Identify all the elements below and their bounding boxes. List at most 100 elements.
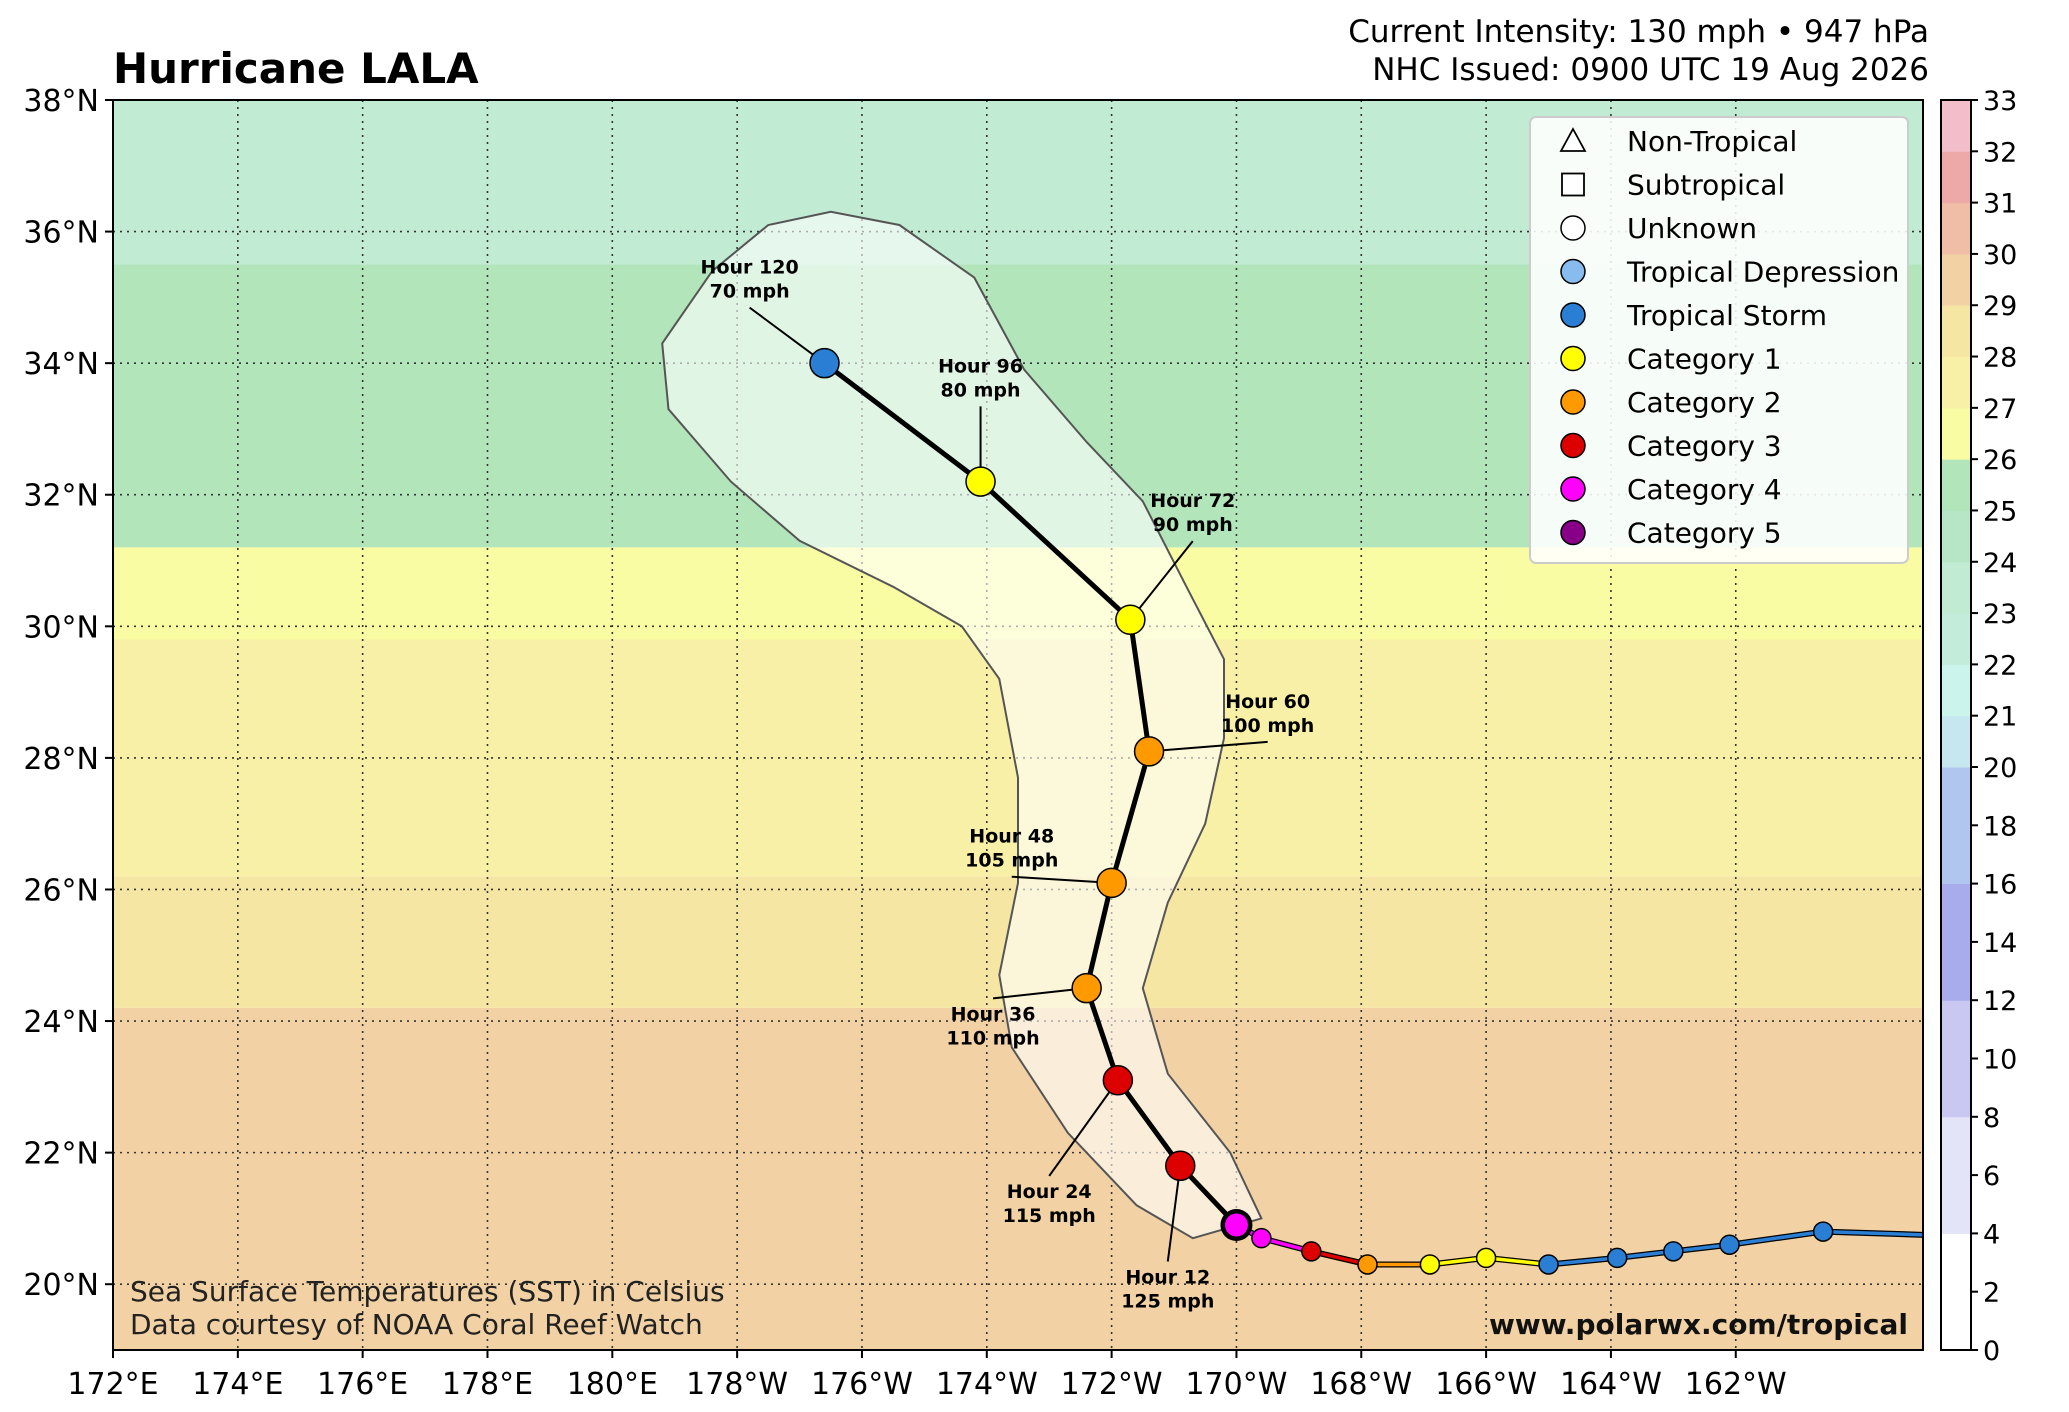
colorbar-step [1941,1233,1971,1264]
forecast-hour-label: Hour 120 [701,257,799,279]
colorbar-step [1941,356,1971,409]
x-tick-label: 178°W [686,1367,788,1402]
forecast-cone [661,210,1263,1240]
colorbar-step [1941,100,1971,152]
sst-band [113,1007,1923,1350]
colorbar-step [1941,883,1971,914]
y-tick-label: 30°N [23,610,99,645]
y-tick-label: 34°N [23,347,99,382]
legend-label: Non-Tropical [1627,125,1797,158]
sst-caption-line1: Sea Surface Temperatures (SST) in Celsiu… [130,1275,725,1308]
past-position-point [1251,1227,1272,1249]
colorbar-tick-label: 32 [1983,137,2017,168]
colorbar-step [1941,253,1971,306]
x-tick-label: 164°W [1560,1367,1662,1402]
y-tick-label: 28°N [23,742,99,777]
legend-category-circle-icon [1560,345,1586,372]
forecast-position-point [809,347,840,379]
forecast-position-point [1071,972,1102,1004]
x-tick-label: 168°W [1310,1367,1412,1402]
past-track-segment [1484,1256,1551,1267]
past-position-point [1663,1241,1684,1262]
legend-category-circle-icon [1560,432,1586,459]
forecast-hour-label: Hour 72 [1150,490,1235,512]
colorbar-tick-label: 8 [1983,1103,2000,1134]
x-tick-label: 172°W [1061,1367,1163,1402]
legend-label: Category 3 [1627,430,1782,463]
colorbar-step [1941,1320,1971,1351]
colorbar-tick-label: 18 [1983,811,2017,842]
past-position-point [1812,1221,1834,1242]
forecast-position-point [1115,604,1146,635]
current-intensity-text: Current Intensity: 130 mph • 947 hPa [1348,14,1929,50]
y-tick-label: 26°N [23,873,99,908]
forecast-label-leader [1129,540,1194,621]
colorbar-tick-label: 33 [1983,86,2017,117]
colorbar-step [1941,1029,1971,1059]
y-tick-label: 38°N [23,84,99,119]
colorbar-tick-label: 20 [1983,753,2017,784]
colorbar-step [1941,305,1971,358]
colorbar-step [1941,459,1971,511]
forecast-hour-label: Hour 96 [938,355,1023,377]
map-frame [112,99,1924,1351]
colorbar-step [1941,1145,1971,1176]
colorbar-step [1941,912,1971,943]
map-footer: Sea Surface Temperatures (SST) in Celsiu… [130,1275,1908,1341]
colorbar-tick-label: 0 [1983,1336,2000,1367]
forecast-wind-label: 90 mph [1153,514,1233,536]
legend-category-circle-icon [1560,302,1586,328]
forecast-hour-label: Hour 48 [969,826,1054,848]
colorbar-tick-label: 31 [1983,189,2017,220]
legend-category-circle-icon [1560,476,1586,502]
x-tick-label: 174°W [936,1367,1038,1402]
forecast-position-point [1102,1065,1134,1096]
website-link[interactable]: www.polarwx.com/tropical [1489,1308,1908,1341]
colorbar-tick-label: 16 [1983,870,2017,901]
forecast-hour-label: Hour 36 [951,1003,1036,1025]
colorbar-tick-label: 27 [1983,394,2017,425]
subtropical-square-icon [1561,172,1585,197]
colorbar-tick-label: 14 [1983,928,2017,959]
forecast-position-point [1133,736,1165,767]
forecast-wind-label: 80 mph [941,379,1021,401]
x-tick-label: 166°W [1435,1367,1537,1402]
past-track-segment [1727,1229,1825,1247]
forecast-position-point [1165,1150,1196,1182]
colorbar-step [1941,1000,1971,1030]
legend-label: Category 5 [1627,517,1782,550]
colorbar-tick-label: 4 [1983,1219,2000,1250]
forecast-position-point [965,466,996,497]
colorbar-step [1941,151,1971,204]
colorbar-step [1941,971,1971,1001]
legend-label: Category 1 [1627,343,1782,376]
colorbar-step [1941,664,1971,717]
legend-label: Category 2 [1627,386,1782,419]
legend-label: Tropical Storm [1626,299,1827,332]
uncertainty-cone [661,210,1263,1240]
sst-caption-line2: Data courtesy of NOAA Coral Reef Watch [130,1308,703,1341]
forecast-label-leader [1011,875,1112,884]
forecast-wind-label: 115 mph [1003,1205,1096,1227]
past-position-point [1606,1247,1628,1269]
colorbar-tick-label: 6 [1983,1161,2000,1192]
forecast-label-leader [1048,1079,1119,1177]
forecast-hour-label: Hour 60 [1225,691,1310,713]
x-tick-label: 178°E [442,1367,533,1402]
past-track-segment [1821,1229,1923,1237]
legend-box [1529,116,1909,564]
colorbar-step [1941,561,1971,614]
forecast-wind-label: 110 mph [946,1027,1039,1049]
legend-label: Tropical Depression [1626,256,1899,289]
past-position-point [1357,1254,1378,1275]
forecast-label-leader [992,987,1087,1000]
colorbar-tick-label: 24 [1983,548,2017,579]
page-title: Hurricane LALA [113,44,479,93]
forecast-label-leader [749,306,826,364]
colorbar-tick-label: 2 [1983,1278,2000,1309]
forecast-wind-label: 105 mph [965,850,1058,872]
colorbar-step [1941,407,1971,460]
colorbar-step [1941,854,1971,885]
colorbar-tick-label: 30 [1983,240,2017,271]
